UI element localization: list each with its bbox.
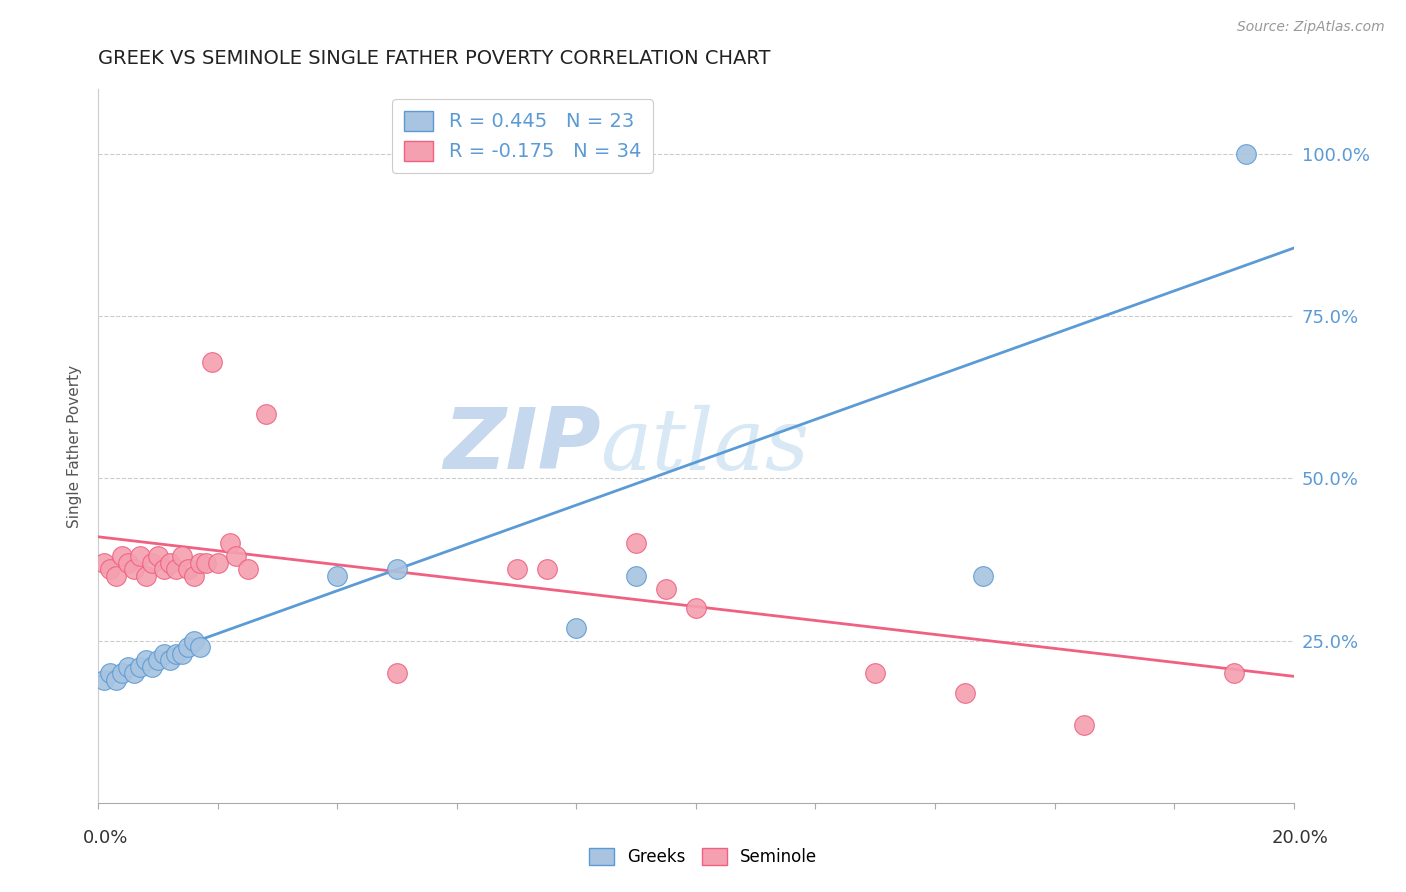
Point — [98, 666, 122, 681]
Point — [195, 556, 218, 570]
Point — [207, 556, 229, 570]
Text: 20.0%: 20.0% — [1272, 829, 1329, 847]
Point — [1073, 718, 1095, 732]
Point — [385, 562, 409, 576]
Point — [135, 568, 157, 582]
Point — [124, 562, 146, 576]
Point — [626, 568, 648, 582]
Point — [536, 562, 558, 576]
Point — [626, 536, 648, 550]
Point — [148, 653, 170, 667]
Point — [153, 647, 176, 661]
Point — [254, 407, 277, 421]
Point — [111, 549, 134, 564]
Point — [105, 673, 128, 687]
Point — [129, 659, 152, 673]
Legend: Greeks, Seminole: Greeks, Seminole — [582, 841, 824, 873]
Point — [219, 536, 242, 550]
Point — [565, 621, 588, 635]
Point — [129, 549, 152, 564]
Point — [326, 568, 349, 582]
Point — [177, 562, 200, 576]
Point — [165, 647, 187, 661]
Point — [93, 673, 115, 687]
Point — [153, 562, 176, 576]
Point — [105, 568, 128, 582]
Point — [111, 666, 134, 681]
Point — [177, 640, 200, 654]
Point — [159, 556, 181, 570]
Point — [865, 666, 887, 681]
Point — [972, 568, 994, 582]
Text: ZIP: ZIP — [443, 404, 600, 488]
Point — [148, 549, 170, 564]
Point — [117, 556, 139, 570]
Point — [172, 549, 194, 564]
Point — [188, 640, 211, 654]
Point — [117, 659, 139, 673]
Legend: R = 0.445   N = 23, R = -0.175   N = 34: R = 0.445 N = 23, R = -0.175 N = 34 — [392, 99, 652, 173]
Text: 0.0%: 0.0% — [83, 829, 128, 847]
Point — [188, 556, 211, 570]
Point — [225, 549, 247, 564]
Text: Source: ZipAtlas.com: Source: ZipAtlas.com — [1237, 21, 1385, 34]
Point — [655, 582, 678, 596]
Text: GREEK VS SEMINOLE SINGLE FATHER POVERTY CORRELATION CHART: GREEK VS SEMINOLE SINGLE FATHER POVERTY … — [98, 49, 770, 68]
Point — [385, 666, 409, 681]
Point — [135, 653, 157, 667]
Y-axis label: Single Father Poverty: Single Father Poverty — [67, 365, 83, 527]
Point — [953, 685, 976, 699]
Point — [93, 556, 115, 570]
Point — [172, 647, 194, 661]
Point — [183, 568, 205, 582]
Point — [159, 653, 181, 667]
Point — [98, 562, 122, 576]
Point — [506, 562, 529, 576]
Text: atlas: atlas — [600, 405, 810, 487]
Point — [236, 562, 259, 576]
Point — [141, 556, 163, 570]
Point — [1223, 666, 1246, 681]
Point — [165, 562, 187, 576]
Point — [1234, 147, 1257, 161]
Point — [183, 633, 205, 648]
Point — [201, 354, 224, 368]
Point — [141, 659, 163, 673]
Point — [124, 666, 146, 681]
Point — [685, 601, 707, 615]
